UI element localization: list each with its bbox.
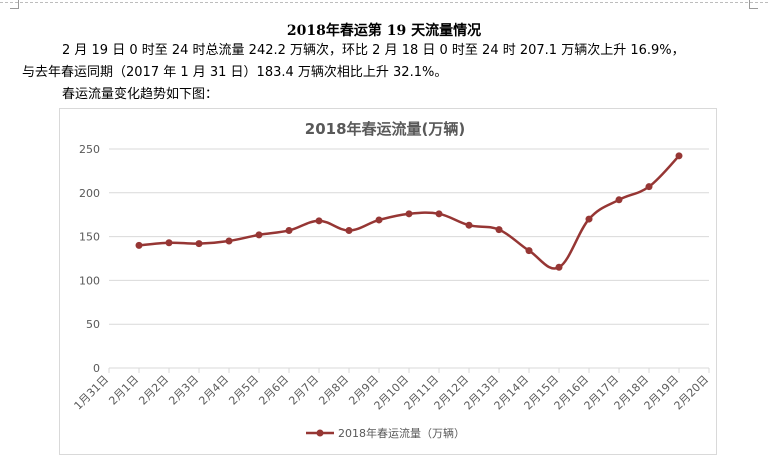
data-point[interactable]: [645, 183, 653, 191]
data-point[interactable]: [225, 237, 233, 245]
chart-legend: 2018年春运流量（万辆）: [306, 426, 465, 440]
paragraph-line-1: 2 月 19 日 0 时至 24 时总流量 242.2 万辆次，环比 2 月 1…: [62, 43, 685, 58]
chart-gridlines: [108, 148, 710, 373]
chart-container[interactable]: 2018年春运流量(万辆) 0 50 100 150 200 250 1月31日 2月1日 2…: [59, 108, 717, 455]
data-point[interactable]: [375, 216, 383, 224]
legend-series-label: 2018年春运流量（万辆）: [338, 426, 465, 440]
data-point[interactable]: [165, 239, 173, 247]
paragraph-line-2: 与去年春运同期（2017 年 1 月 31 日）183.4 万辆次相比上升 32…: [22, 65, 448, 80]
x-tick-label: 1月31日: [72, 373, 112, 413]
x-tick-label: 2月1日: [106, 373, 141, 408]
data-point[interactable]: [435, 210, 443, 218]
data-point[interactable]: [195, 240, 203, 248]
page-corner-mark-left: [10, 0, 19, 9]
x-tick-label: 2月7日: [286, 373, 321, 408]
x-tick-label: 2月5日: [226, 373, 261, 408]
page-corner-mark-right: [749, 0, 758, 9]
x-axis-ticks: 1月31日2月1日2月2日2月3日2月4日2月5日2月6日2月7日2月8日2月9…: [72, 373, 712, 413]
document-title: 2018年春运第 19 天流量情况: [286, 23, 482, 39]
y-tick-label: 100: [79, 274, 100, 287]
x-tick-label: 2月2日: [136, 373, 171, 408]
data-point[interactable]: [555, 263, 563, 271]
data-point[interactable]: [495, 226, 503, 234]
y-tick-label: 200: [79, 187, 100, 200]
chart-series: [135, 152, 683, 271]
x-tick-label: 2月3日: [166, 373, 201, 408]
x-tick-label: 2月4日: [196, 373, 231, 408]
data-point[interactable]: [585, 215, 593, 223]
data-point[interactable]: [615, 196, 623, 204]
data-point[interactable]: [675, 152, 683, 160]
page-margin-line: [0, 2, 768, 3]
y-tick-label: 150: [79, 231, 100, 244]
data-point[interactable]: [465, 221, 473, 229]
legend-swatch-marker: [316, 429, 324, 437]
paragraph-line-3: 春运流量变化趋势如下图：: [62, 87, 219, 102]
data-point[interactable]: [405, 210, 413, 218]
data-point[interactable]: [315, 217, 323, 225]
chart-title: 2018年春运流量(万辆): [305, 120, 465, 138]
x-tick-label: 2月6日: [256, 373, 291, 408]
y-tick-label: 0: [93, 362, 100, 375]
y-axis-ticks: 0 50 100 150 200 250: [79, 143, 100, 375]
data-point[interactable]: [525, 247, 533, 255]
data-point[interactable]: [345, 226, 353, 234]
x-tick-label: 2月8日: [316, 373, 351, 408]
y-tick-label: 250: [79, 143, 100, 156]
data-point[interactable]: [255, 231, 263, 239]
data-point[interactable]: [135, 241, 143, 249]
data-point[interactable]: [285, 226, 293, 234]
y-tick-label: 50: [86, 318, 100, 331]
